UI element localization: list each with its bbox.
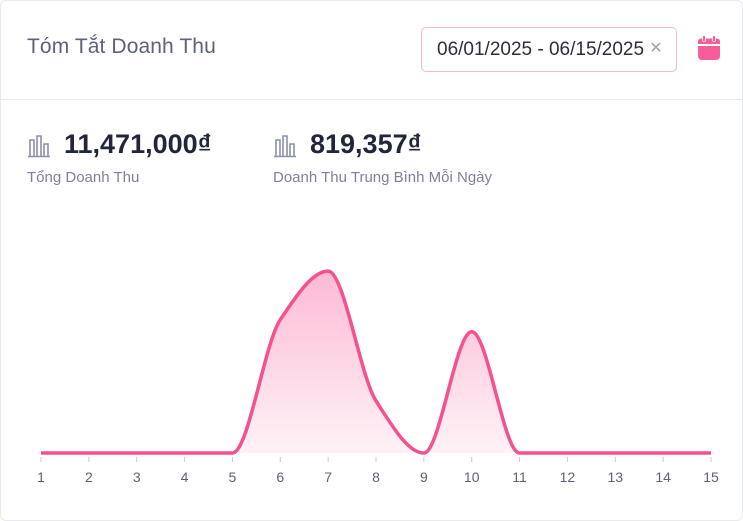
daily-average-value: 819,357₫ (310, 129, 422, 159)
x-tick-label-11: 11 (512, 469, 527, 485)
data-point-15[interactable] (707, 449, 715, 457)
bar-chart-icon (274, 135, 296, 158)
data-point-13[interactable] (611, 449, 619, 457)
x-tick-label-6: 6 (276, 469, 284, 485)
data-point-10[interactable] (468, 328, 476, 336)
x-tick-label-5: 5 (229, 469, 237, 485)
data-point-7[interactable] (324, 267, 332, 275)
total-revenue-label: Tổng Doanh Thu (27, 169, 140, 186)
data-point-9[interactable] (420, 449, 428, 457)
data-point-8[interactable] (372, 397, 380, 405)
x-tick-label-3: 3 (133, 469, 141, 485)
data-point-4[interactable] (181, 449, 189, 457)
series-area (41, 271, 711, 453)
date-range-input[interactable]: 06/01/2025 - 06/15/2025 ✕ (421, 27, 677, 72)
x-tick-label-12: 12 (560, 469, 576, 485)
data-point-11[interactable] (516, 449, 524, 457)
calendar-icon[interactable] (697, 35, 721, 61)
card-header: Tóm Tắt Doanh Thu 06/01/2025 - 06/15/202… (1, 1, 742, 100)
close-icon[interactable]: ✕ (646, 39, 666, 59)
x-tick-label-7: 7 (324, 469, 332, 485)
series-line (41, 269, 711, 455)
data-point-1[interactable] (37, 449, 45, 457)
x-tick-label-1: 1 (37, 469, 45, 485)
x-tick-label-8: 8 (372, 469, 380, 485)
bar-chart-icon (28, 135, 50, 158)
data-point-6[interactable] (276, 316, 284, 324)
data-point-3[interactable] (133, 449, 141, 457)
data-point-14[interactable] (659, 449, 667, 457)
date-range-value[interactable]: 06/01/2025 - 06/15/2025 (437, 39, 645, 60)
data-point-5[interactable] (228, 449, 236, 457)
total-revenue-value: 11,471,000₫ (64, 129, 212, 159)
data-point-12[interactable] (563, 449, 571, 457)
daily-average-label: Doanh Thu Trung Bình Mỗi Ngày (273, 169, 493, 186)
card-title: Tóm Tắt Doanh Thu (27, 35, 216, 58)
revenue-area-chart: 1 2 3 4 5 6 7 8 9 10 11 12 13 14 15 (37, 267, 719, 485)
x-tick-label-10: 10 (464, 469, 480, 485)
data-point-2[interactable] (85, 449, 93, 457)
x-tick-label-13: 13 (607, 469, 623, 485)
x-tick-label-15: 15 (703, 469, 719, 485)
x-tick-label-4: 4 (181, 469, 189, 485)
x-tick-label-2: 2 (85, 469, 93, 485)
x-tick-label-9: 9 (420, 469, 428, 485)
x-tick-label-14: 14 (655, 469, 671, 485)
